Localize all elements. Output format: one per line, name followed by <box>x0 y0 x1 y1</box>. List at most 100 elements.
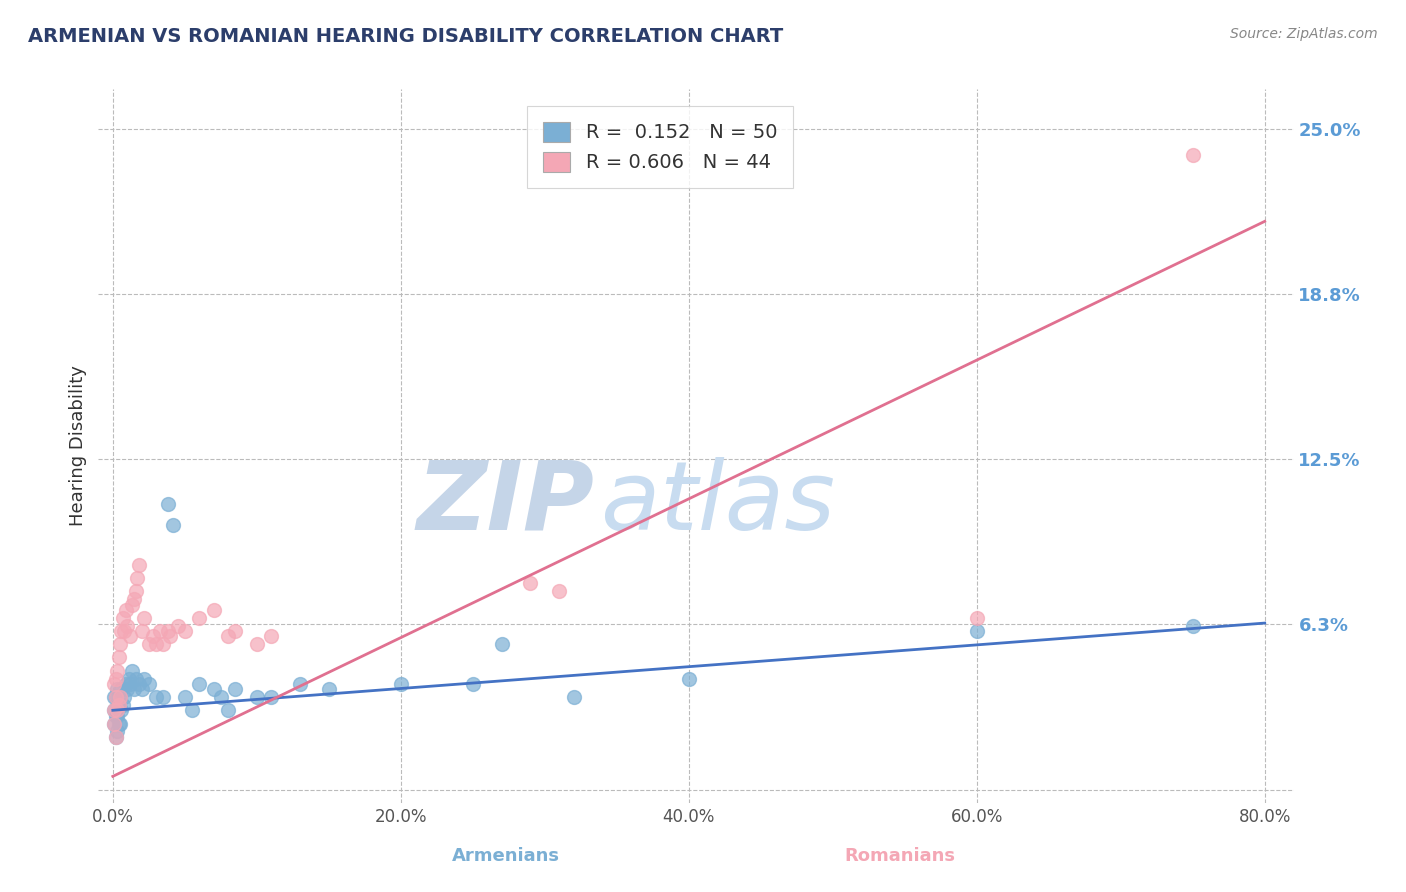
Point <box>288 677 311 691</box>
Point <box>118 672 141 686</box>
Point <box>110 703 132 717</box>
Text: ARMENIAN VS ROMANIAN HEARING DISABILITY CORRELATION CHART: ARMENIAN VS ROMANIAN HEARING DISABILITY … <box>28 27 783 45</box>
Point <box>202 682 225 697</box>
Point <box>318 682 340 697</box>
Point <box>108 716 131 731</box>
Point <box>108 637 131 651</box>
Point <box>1181 618 1204 632</box>
Point <box>111 611 134 625</box>
Point <box>121 598 143 612</box>
Point <box>108 690 131 704</box>
Point <box>138 637 160 651</box>
Point <box>156 624 179 638</box>
Point <box>110 682 132 697</box>
Point <box>104 672 127 686</box>
Text: Armenians: Armenians <box>453 847 560 864</box>
Point <box>461 677 484 691</box>
Point <box>134 611 156 625</box>
Point <box>1181 148 1204 162</box>
Point <box>145 637 167 651</box>
Point <box>260 690 283 704</box>
Point <box>114 677 136 691</box>
Point <box>103 716 125 731</box>
Point <box>224 624 246 638</box>
Text: atlas: atlas <box>600 457 835 549</box>
Point <box>127 571 149 585</box>
Point <box>103 703 125 717</box>
Point <box>121 664 143 678</box>
Point <box>166 618 188 632</box>
Text: ZIP: ZIP <box>416 457 595 549</box>
Point <box>107 698 129 712</box>
Point <box>156 497 179 511</box>
Point <box>217 703 239 717</box>
Point <box>134 672 156 686</box>
Point <box>173 624 195 638</box>
Point <box>124 592 146 607</box>
Point <box>114 603 136 617</box>
Point <box>115 618 138 632</box>
Point <box>105 664 128 678</box>
Point <box>112 690 135 704</box>
Point <box>103 703 125 717</box>
Point <box>110 624 132 638</box>
Point <box>209 690 232 704</box>
Y-axis label: Hearing Disability: Hearing Disability <box>69 366 87 526</box>
Point <box>104 690 127 704</box>
Point <box>519 576 541 591</box>
Point <box>120 629 142 643</box>
Point <box>491 637 513 651</box>
Point <box>152 637 174 651</box>
Point <box>149 624 172 638</box>
Point <box>138 677 160 691</box>
Point <box>162 518 184 533</box>
Text: Romanians: Romanians <box>845 847 955 864</box>
Point <box>159 629 181 643</box>
Point <box>108 690 131 704</box>
Point <box>246 690 269 704</box>
Point <box>105 708 128 723</box>
Point <box>562 690 585 704</box>
Point <box>111 698 134 712</box>
Point <box>125 672 148 686</box>
Point <box>115 682 138 697</box>
Legend: R =  0.152   N = 50, R = 0.606   N = 44: R = 0.152 N = 50, R = 0.606 N = 44 <box>527 106 793 188</box>
Point <box>260 629 283 643</box>
Point <box>145 690 167 704</box>
Point <box>107 650 129 665</box>
Point <box>389 677 412 691</box>
Point <box>105 682 128 697</box>
Point <box>548 584 571 599</box>
Point <box>107 698 129 712</box>
Point <box>966 624 988 638</box>
Point <box>104 690 127 704</box>
Point <box>246 637 269 651</box>
Point <box>202 603 225 617</box>
Point <box>124 682 146 697</box>
Point <box>107 716 129 731</box>
Point <box>103 690 125 704</box>
Point <box>152 690 174 704</box>
Point <box>120 677 142 691</box>
Point <box>103 677 125 691</box>
Point <box>224 682 246 697</box>
Point <box>188 611 211 625</box>
Point <box>678 672 700 686</box>
Point <box>104 730 127 744</box>
Point <box>105 703 128 717</box>
Point <box>188 677 211 691</box>
Point <box>142 629 165 643</box>
Point <box>112 624 135 638</box>
Point <box>104 730 127 744</box>
Point <box>125 584 148 599</box>
Point <box>104 708 127 723</box>
Text: Source: ZipAtlas.com: Source: ZipAtlas.com <box>1230 27 1378 41</box>
Point <box>131 682 153 697</box>
Point <box>131 624 153 638</box>
Point <box>105 724 128 739</box>
Point <box>173 690 195 704</box>
Point <box>966 611 988 625</box>
Point <box>103 716 125 731</box>
Point <box>181 703 204 717</box>
Point <box>128 558 150 572</box>
